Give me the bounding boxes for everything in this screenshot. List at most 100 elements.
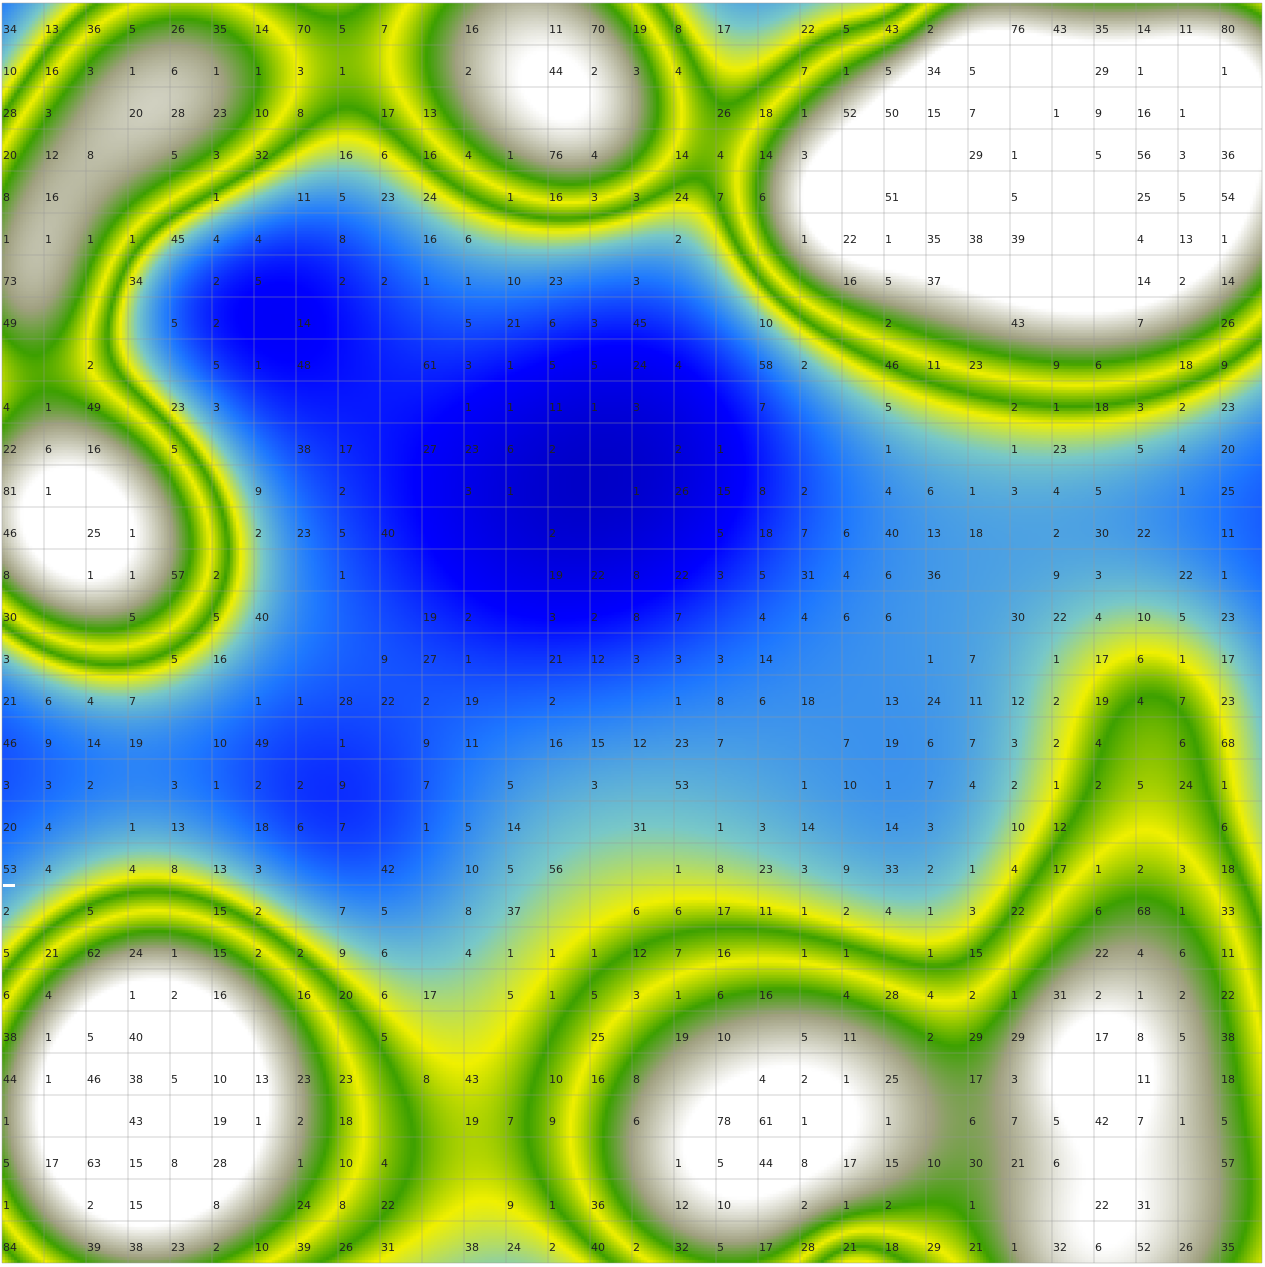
cell-value-label: 13 bbox=[927, 527, 941, 540]
cell-value-label: 49 bbox=[3, 317, 17, 330]
cell-value-label: 18 bbox=[1221, 1073, 1235, 1086]
cell-value-label: 21 bbox=[549, 653, 563, 666]
cell-value-label: 2 bbox=[213, 317, 220, 330]
cell-value-label: 38 bbox=[297, 443, 311, 456]
cell-value-label: 26 bbox=[339, 1241, 353, 1254]
cell-value-label: 1 bbox=[927, 947, 934, 960]
cell-value-label: 29 bbox=[927, 1241, 941, 1254]
cell-value-label: 23 bbox=[297, 527, 311, 540]
cell-value-label: 1 bbox=[1179, 107, 1186, 120]
cell-value-label: 61 bbox=[759, 1115, 773, 1128]
cell-value-label: 2 bbox=[1053, 527, 1060, 540]
cell-value-label: 16 bbox=[549, 737, 563, 750]
cell-value-label: 25 bbox=[87, 527, 101, 540]
cell-value-label: 1 bbox=[45, 233, 52, 246]
cell-value-label: 6 bbox=[759, 695, 766, 708]
cell-value-label: 3 bbox=[633, 989, 640, 1002]
cell-value-label: 56 bbox=[549, 863, 563, 876]
cell-value-label: 3 bbox=[633, 401, 640, 414]
cell-value-label: 2 bbox=[465, 611, 472, 624]
cell-value-label: 29 bbox=[969, 149, 983, 162]
cell-value-label: 4 bbox=[1137, 233, 1144, 246]
cell-value-label: 13 bbox=[171, 821, 185, 834]
cell-value-label: 11 bbox=[927, 359, 941, 372]
cell-value-label: 6 bbox=[633, 1115, 640, 1128]
cell-value-label: 18 bbox=[1095, 401, 1109, 414]
cell-value-label: 35 bbox=[927, 233, 941, 246]
cell-value-label: 4 bbox=[1095, 611, 1102, 624]
cell-value-label: 52 bbox=[843, 107, 857, 120]
cell-value-label: 1 bbox=[213, 191, 220, 204]
cell-value-label: 7 bbox=[129, 695, 136, 708]
cell-value-label: 10 bbox=[339, 1157, 353, 1170]
cell-value-label: 16 bbox=[1137, 107, 1151, 120]
cell-value-label: 23 bbox=[549, 275, 563, 288]
cell-value-label: 5 bbox=[759, 569, 766, 582]
cell-value-label: 5 bbox=[87, 1031, 94, 1044]
cell-value-label: 3 bbox=[675, 653, 682, 666]
cell-value-label: 6 bbox=[717, 989, 724, 1002]
cell-value-label: 11 bbox=[1179, 23, 1193, 36]
cell-value-label: 1 bbox=[129, 989, 136, 1002]
cell-value-label: 19 bbox=[675, 1031, 689, 1044]
cell-value-label: 5 bbox=[885, 65, 892, 78]
cell-value-label: 51 bbox=[885, 191, 899, 204]
cell-value-label: 16 bbox=[465, 23, 479, 36]
cell-value-label: 24 bbox=[675, 191, 689, 204]
cell-value-label: 2 bbox=[255, 779, 262, 792]
cell-value-label: 2 bbox=[633, 1241, 640, 1254]
cell-value-label: 5 bbox=[465, 821, 472, 834]
cell-value-label: 8 bbox=[87, 149, 94, 162]
cell-value-label: 10 bbox=[465, 863, 479, 876]
cell-value-label: 5 bbox=[1053, 1115, 1060, 1128]
cell-value-label: 1 bbox=[129, 821, 136, 834]
cell-value-label: 28 bbox=[3, 107, 17, 120]
cell-value-label: 10 bbox=[507, 275, 521, 288]
cell-value-label: 21 bbox=[1011, 1157, 1025, 1170]
cell-value-label: 13 bbox=[213, 863, 227, 876]
cell-value-label: 5 bbox=[717, 1157, 724, 1170]
cell-value-label: 20 bbox=[339, 989, 353, 1002]
heatmap-surface[interactable] bbox=[2, 3, 1262, 1263]
cell-value-label: 1 bbox=[3, 233, 10, 246]
cell-value-label: 16 bbox=[45, 191, 59, 204]
cell-value-label: 14 bbox=[675, 149, 689, 162]
cell-value-label: 1 bbox=[507, 359, 514, 372]
cell-value-label: 2 bbox=[381, 275, 388, 288]
cell-value-label: 3 bbox=[633, 191, 640, 204]
cell-value-label: 43 bbox=[885, 23, 899, 36]
cell-value-label: 40 bbox=[885, 527, 899, 540]
cell-value-label: 5 bbox=[507, 863, 514, 876]
cell-value-label: 14 bbox=[87, 737, 101, 750]
cell-value-label: 12 bbox=[675, 1199, 689, 1212]
cell-value-label: 1 bbox=[255, 65, 262, 78]
cell-value-label: 50 bbox=[885, 107, 899, 120]
cell-value-label: 1 bbox=[87, 233, 94, 246]
cell-value-label: 2 bbox=[1095, 989, 1102, 1002]
cell-value-label: 1 bbox=[45, 1073, 52, 1086]
cell-value-label: 4 bbox=[759, 611, 766, 624]
cell-value-label: 36 bbox=[591, 1199, 605, 1212]
cell-value-label: 17 bbox=[45, 1157, 59, 1170]
cell-value-label: 32 bbox=[675, 1241, 689, 1254]
cell-value-label: 44 bbox=[3, 1073, 17, 1086]
cell-value-label: 1 bbox=[129, 233, 136, 246]
cell-value-label: 21 bbox=[843, 1241, 857, 1254]
cell-value-label: 4 bbox=[843, 569, 850, 582]
cell-value-label: 31 bbox=[381, 1241, 395, 1254]
cell-value-label: 3 bbox=[1179, 149, 1186, 162]
cell-value-label: 35 bbox=[1095, 23, 1109, 36]
cell-value-label: 5 bbox=[591, 359, 598, 372]
cell-value-label: 7 bbox=[339, 905, 346, 918]
cell-value-label: 1 bbox=[927, 905, 934, 918]
cell-value-label: 2 bbox=[801, 485, 808, 498]
cell-value-label: 1 bbox=[297, 1157, 304, 1170]
cell-value-label: 6 bbox=[3, 989, 10, 1002]
cell-value-label: 19 bbox=[465, 695, 479, 708]
cell-value-label: 37 bbox=[507, 905, 521, 918]
cell-value-label: 5 bbox=[339, 23, 346, 36]
cell-value-label: 16 bbox=[549, 191, 563, 204]
cell-value-label: 8 bbox=[717, 695, 724, 708]
cell-value-label: 2 bbox=[87, 779, 94, 792]
